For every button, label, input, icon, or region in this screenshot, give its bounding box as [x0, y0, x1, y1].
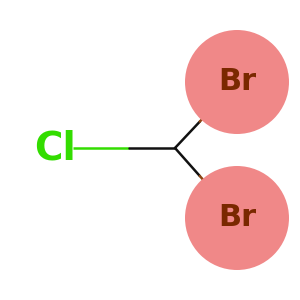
Circle shape — [185, 166, 289, 270]
Text: Br: Br — [218, 203, 256, 232]
Circle shape — [185, 30, 289, 134]
Text: Cl: Cl — [34, 129, 76, 167]
Text: Br: Br — [218, 68, 256, 97]
